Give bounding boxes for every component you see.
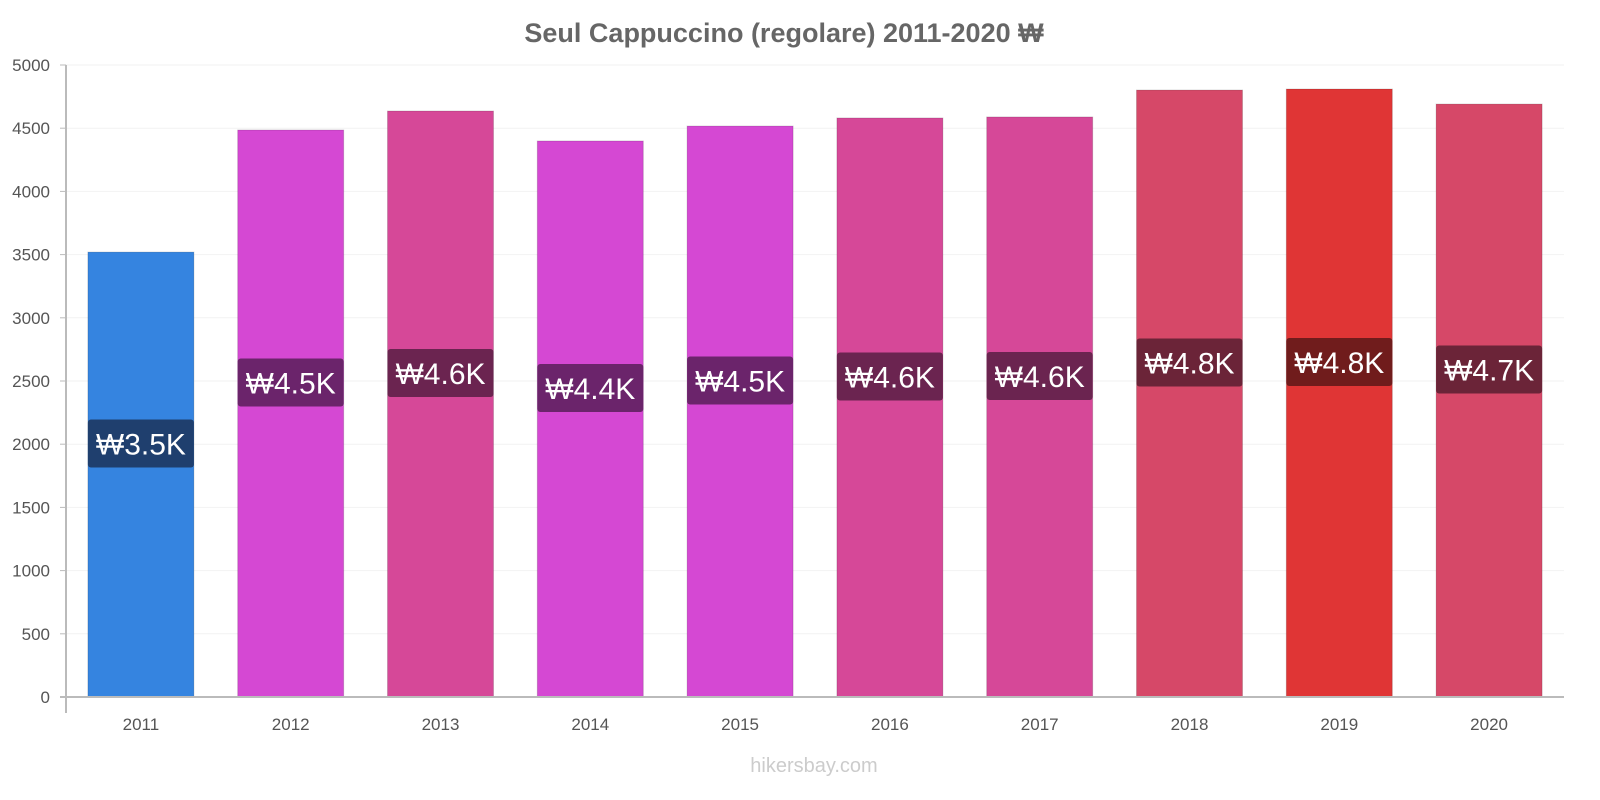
- data-label: ₩4.6K: [995, 361, 1085, 394]
- y-tick-label: 1500: [12, 498, 50, 517]
- data-label-box: [836, 352, 943, 401]
- bar-2019: [1285, 88, 1393, 698]
- bar-2017: [986, 116, 1094, 698]
- bar-2014: [536, 140, 644, 698]
- x-tick-label: 2014: [571, 715, 609, 734]
- y-tick-label: 500: [22, 625, 50, 644]
- bar-2013: [387, 110, 494, 698]
- y-tick-label: 3000: [12, 309, 50, 328]
- data-label-box: [1436, 345, 1543, 394]
- x-tick-label: 2012: [272, 715, 310, 734]
- data-label: ₩4.8K: [1294, 347, 1384, 380]
- x-tick-label: 2018: [1171, 715, 1209, 734]
- bar-2016: [836, 117, 944, 698]
- bar-2011: [87, 251, 195, 698]
- x-tick-label: 2019: [1320, 715, 1358, 734]
- data-label-box: [1136, 338, 1243, 387]
- y-tick-label: 1000: [12, 562, 50, 581]
- y-tick-label: 0: [41, 688, 50, 707]
- x-tick-label: 2016: [871, 715, 909, 734]
- watermark: hikersbay.com: [750, 755, 877, 777]
- y-tick-label: 2500: [12, 372, 50, 391]
- data-label: ₩4.8K: [1144, 348, 1234, 381]
- y-tick-label: 2000: [12, 435, 50, 454]
- bar-2018: [1136, 89, 1243, 698]
- y-tick-label: 5000: [12, 56, 50, 75]
- x-tick-label: 2017: [1021, 715, 1059, 734]
- data-label: ₩4.4K: [545, 373, 635, 406]
- x-tick-label: 2013: [422, 715, 460, 734]
- data-label: ₩4.6K: [395, 358, 485, 391]
- data-label: ₩3.5K: [96, 429, 186, 462]
- data-label-box: [237, 358, 344, 407]
- data-label: ₩4.5K: [246, 367, 336, 400]
- x-tick-label: 2015: [721, 715, 759, 734]
- data-label-box: [387, 349, 494, 398]
- x-tick-label: 2020: [1470, 715, 1508, 734]
- y-tick-label: 3500: [12, 246, 50, 265]
- data-label-box: [986, 351, 1093, 400]
- data-label: ₩4.5K: [695, 366, 785, 399]
- data-label: ₩4.6K: [845, 361, 935, 394]
- bar-2015: [686, 125, 794, 698]
- x-tick-label: 2011: [123, 715, 160, 734]
- chart-title: Seul Cappuccino (regolare) 2011-2020 ₩: [524, 18, 1044, 48]
- data-label-box: [1286, 338, 1393, 387]
- y-tick-label: 4500: [12, 119, 50, 138]
- bar-2020: [1435, 103, 1543, 698]
- data-label-box: [687, 356, 794, 405]
- data-label-box: [537, 363, 644, 412]
- bar-2012: [237, 129, 345, 698]
- data-label-box: [87, 419, 194, 468]
- data-label: ₩4.7K: [1444, 355, 1534, 388]
- y-tick-label: 4000: [12, 182, 50, 201]
